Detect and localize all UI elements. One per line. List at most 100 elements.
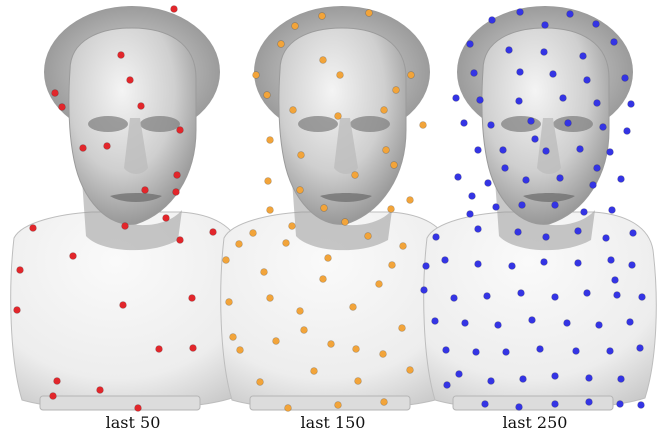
sample-point-panel2-3 xyxy=(277,40,285,48)
sample-point-panel1-9 xyxy=(141,186,149,194)
sample-point-panel3-30 xyxy=(576,145,584,153)
nose-shape xyxy=(124,118,148,174)
sample-point-panel3-76 xyxy=(536,345,544,353)
sample-point-panel2-17 xyxy=(296,186,304,194)
nose-shape xyxy=(537,118,561,174)
nose-shape xyxy=(334,118,358,174)
sample-point-panel2-52 xyxy=(300,326,308,334)
sample-point-panel2-0 xyxy=(365,9,373,17)
sample-point-panel2-22 xyxy=(364,232,372,240)
sample-point-panel2-42 xyxy=(352,345,360,353)
bust-3 xyxy=(423,6,657,411)
sample-point-panel2-33 xyxy=(375,280,383,288)
sample-point-panel1-18 xyxy=(13,306,21,314)
sample-point-panel3-14 xyxy=(621,74,629,82)
sample-point-panel1-22 xyxy=(49,392,57,400)
sample-point-panel3-27 xyxy=(474,146,482,154)
sample-point-panel3-66 xyxy=(431,317,439,325)
sample-point-panel2-4 xyxy=(319,56,327,64)
sample-point-panel2-36 xyxy=(296,307,304,315)
sample-point-panel3-40 xyxy=(551,201,559,209)
sample-point-panel1-16 xyxy=(119,301,127,309)
sample-point-panel2-56 xyxy=(263,91,271,99)
sample-point-panel2-40 xyxy=(272,337,280,345)
sample-point-panel3-49 xyxy=(629,229,637,237)
sample-point-panel3-55 xyxy=(574,259,582,267)
sample-point-panel3-61 xyxy=(517,289,525,297)
sample-point-panel1-6 xyxy=(103,142,111,150)
caption-last-250: last 250 xyxy=(502,413,568,432)
sample-point-panel1-20 xyxy=(53,377,61,385)
sample-point-panel1-8 xyxy=(173,171,181,179)
sample-point-panel3-50 xyxy=(432,233,440,241)
sample-point-panel1-5 xyxy=(176,126,184,134)
sample-point-panel3-97 xyxy=(611,276,619,284)
sample-point-panel3-93 xyxy=(593,164,601,172)
sample-point-panel3-3 xyxy=(541,21,549,29)
sample-point-panel2-23 xyxy=(288,222,296,230)
sample-point-panel3-98 xyxy=(422,262,430,270)
sample-point-panel2-18 xyxy=(390,161,398,169)
sample-point-panel3-54 xyxy=(540,258,548,266)
left-eye-shadow xyxy=(88,116,128,132)
mouth-shadow xyxy=(320,193,372,202)
neck-shadow xyxy=(82,180,182,251)
bust-2 xyxy=(220,6,454,411)
sample-point-panel3-91 xyxy=(637,401,645,409)
sample-point-panel3-1 xyxy=(566,10,574,18)
sample-point-panel3-56 xyxy=(607,256,615,264)
sample-point-panel2-51 xyxy=(236,346,244,354)
sample-point-panel3-2 xyxy=(488,16,496,24)
sample-point-panel3-33 xyxy=(484,179,492,187)
sample-point-panel3-47 xyxy=(574,227,582,235)
neck-shadow xyxy=(292,180,392,251)
sample-point-panel1-2 xyxy=(51,89,59,97)
sample-point-panel3-5 xyxy=(466,40,474,48)
sample-point-panel2-12 xyxy=(266,136,274,144)
sample-point-panel3-43 xyxy=(466,210,474,218)
sample-point-panel2-38 xyxy=(398,324,406,332)
sample-point-panel2-24 xyxy=(249,229,257,237)
sample-point-panel3-15 xyxy=(452,94,460,102)
sample-point-panel3-39 xyxy=(518,201,526,209)
sample-point-panel2-1 xyxy=(318,12,326,20)
sample-point-panel3-7 xyxy=(540,48,548,56)
sample-point-panel1-21 xyxy=(134,404,142,412)
left-eye-shadow xyxy=(298,116,338,132)
caption-last-50: last 50 xyxy=(105,413,161,432)
sample-point-panel2-54 xyxy=(406,196,414,204)
sample-point-panel3-8 xyxy=(579,52,587,60)
sample-point-panel3-90 xyxy=(616,400,624,408)
sample-point-panel3-87 xyxy=(515,403,523,411)
sample-point-panel3-64 xyxy=(613,291,621,299)
sample-point-panel3-84 xyxy=(585,374,593,382)
bust-base xyxy=(452,395,614,411)
sample-point-panel3-94 xyxy=(501,164,509,172)
sample-point-panel3-4 xyxy=(592,20,600,28)
sample-point-panel3-19 xyxy=(593,99,601,107)
sample-point-panel2-28 xyxy=(399,242,407,250)
sample-point-panel2-41 xyxy=(327,340,335,348)
sample-point-panel1-13 xyxy=(209,228,217,236)
sample-point-panel3-9 xyxy=(610,38,618,46)
sample-point-panel1-25 xyxy=(126,76,134,84)
sample-point-panel3-59 xyxy=(450,294,458,302)
mouth-shadow xyxy=(523,193,575,202)
sample-point-panel3-96 xyxy=(468,192,476,200)
sample-point-panel2-34 xyxy=(266,294,274,302)
sample-point-panel3-24 xyxy=(564,119,572,127)
sample-point-panel2-9 xyxy=(289,106,297,114)
sample-point-panel3-79 xyxy=(636,344,644,352)
sample-point-panel2-53 xyxy=(266,206,274,214)
sample-point-panel3-89 xyxy=(585,398,593,406)
sample-point-panel3-83 xyxy=(551,372,559,380)
sample-point-panel2-29 xyxy=(388,261,396,269)
sample-point-panel1-19 xyxy=(155,345,163,353)
sample-point-panel3-12 xyxy=(549,70,557,78)
sample-point-panel1-0 xyxy=(117,51,125,59)
sample-point-panel2-49 xyxy=(334,401,342,409)
sample-point-panel2-25 xyxy=(235,240,243,248)
sample-point-panel3-20 xyxy=(627,100,635,108)
sample-point-panel1-26 xyxy=(16,266,24,274)
sample-point-panel2-30 xyxy=(222,256,230,264)
